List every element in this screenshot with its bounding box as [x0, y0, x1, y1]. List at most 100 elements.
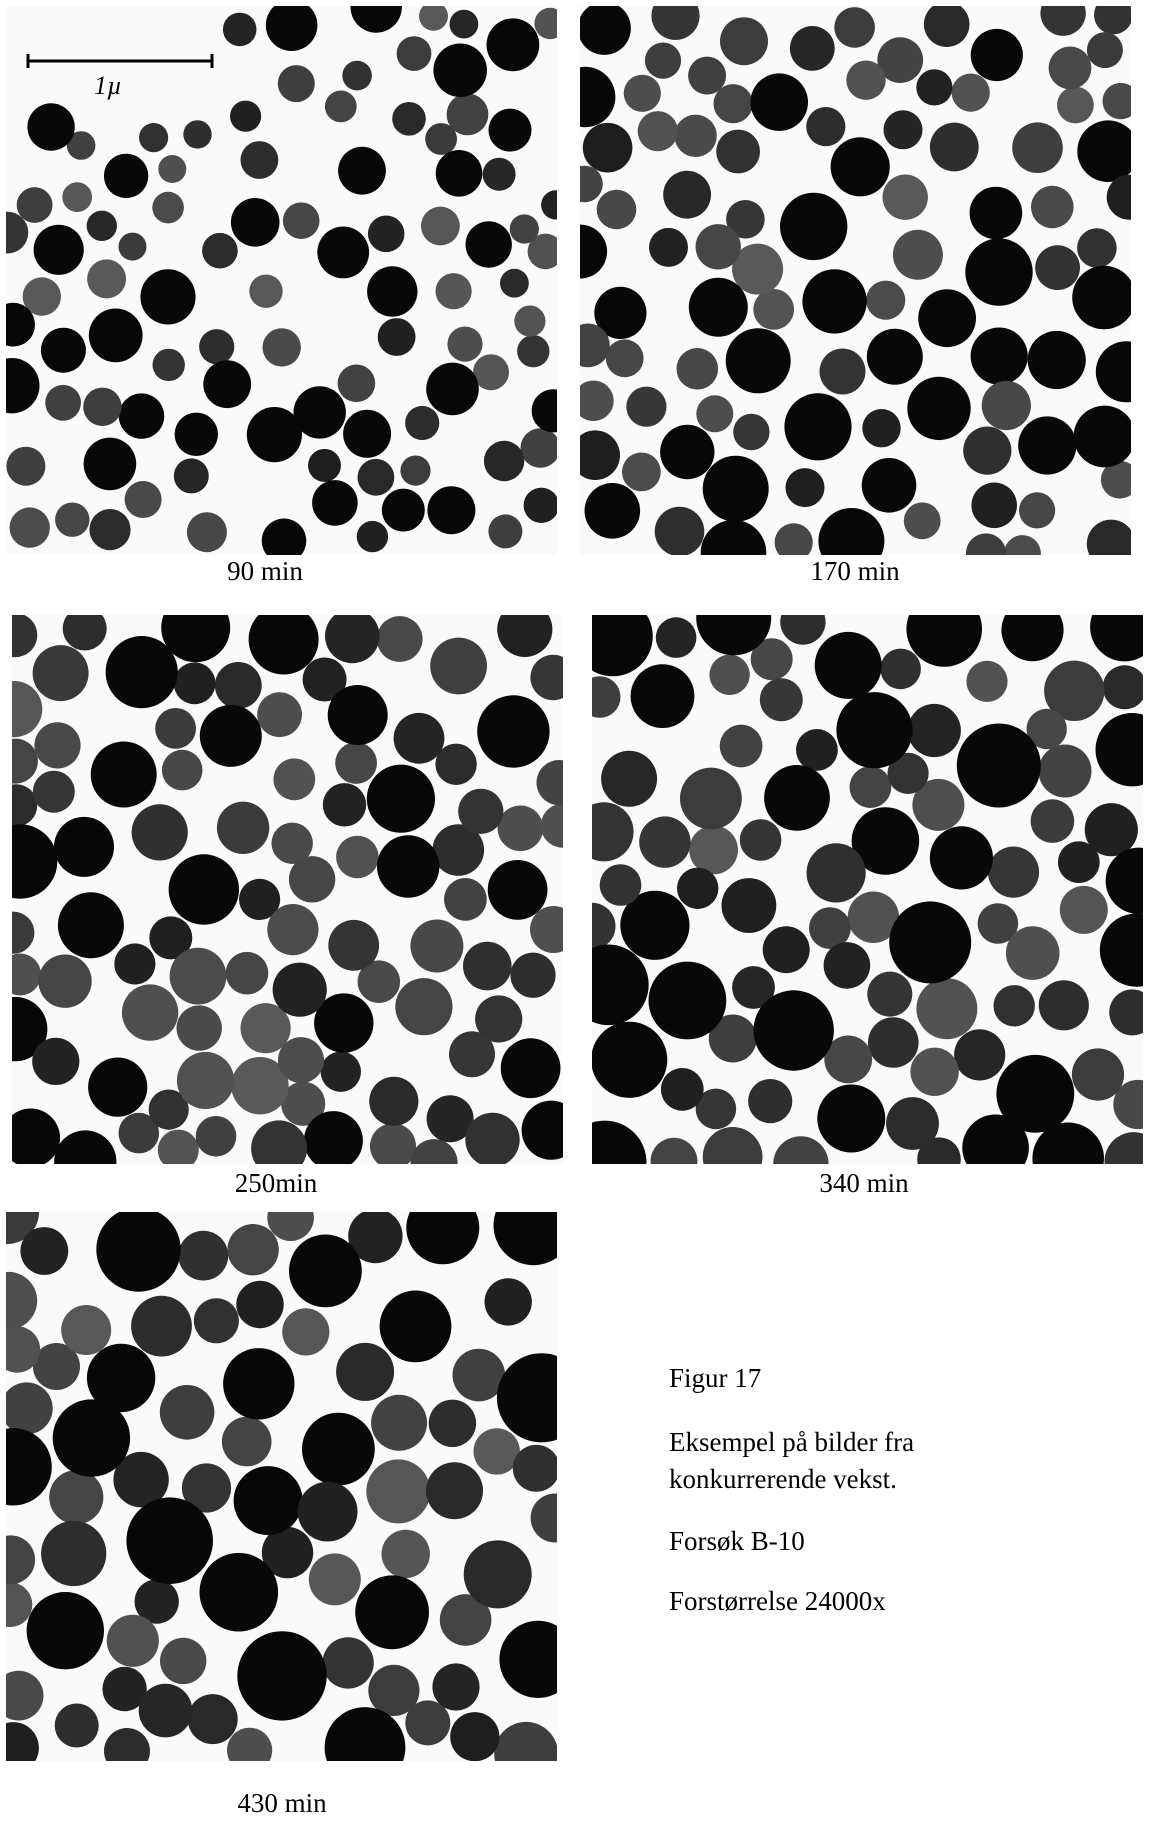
micrograph [580, 6, 1131, 555]
particle [200, 1553, 279, 1632]
particle [247, 407, 302, 462]
particle [367, 266, 417, 316]
particle [394, 713, 445, 764]
particle [87, 1344, 155, 1412]
particle [183, 120, 211, 148]
particle [257, 692, 302, 737]
micrograph [592, 615, 1143, 1164]
particle [649, 962, 727, 1040]
particle [592, 615, 653, 676]
particle [226, 952, 269, 995]
particle [488, 514, 522, 548]
particle [63, 615, 107, 651]
particle [336, 1343, 394, 1401]
particle [674, 115, 716, 157]
particle [677, 348, 719, 390]
particle [760, 678, 803, 721]
particle [160, 1385, 215, 1440]
particle [10, 507, 50, 547]
particle [580, 381, 614, 422]
particle [580, 67, 615, 127]
page: 1µ 90 min 170 min 250min 340 min 430 min… [0, 0, 1149, 1829]
figure-label: Figur 17 [669, 1360, 761, 1397]
particle [174, 458, 209, 493]
particle [328, 920, 379, 971]
particle [701, 520, 767, 555]
particle [866, 281, 905, 320]
particle [541, 190, 557, 219]
particle [450, 1712, 499, 1761]
particle [217, 802, 269, 854]
particle [34, 722, 80, 768]
particle [89, 509, 130, 550]
particle [580, 225, 607, 279]
particle [12, 739, 38, 784]
particle [862, 409, 900, 447]
particle [419, 6, 448, 31]
particle [429, 1400, 476, 1447]
particle [677, 868, 718, 909]
particle [450, 10, 479, 39]
particle [530, 655, 563, 700]
particle [764, 765, 830, 831]
particle [426, 1462, 483, 1519]
particle [62, 182, 92, 212]
particle [175, 413, 218, 456]
particle [994, 985, 1035, 1026]
particle [126, 1497, 213, 1584]
particle [601, 751, 657, 807]
figure-description: konkurrerende vekst. [669, 1461, 897, 1498]
particle [55, 1704, 99, 1748]
particle [283, 202, 320, 239]
particle [343, 410, 391, 458]
particle [199, 329, 234, 364]
particle [489, 109, 532, 152]
particle [119, 393, 164, 438]
caption: 340 min [819, 1168, 908, 1199]
particle [982, 381, 1031, 430]
particle [27, 103, 74, 150]
particle [158, 155, 186, 183]
particle [309, 1553, 361, 1605]
particle [585, 483, 641, 539]
particle [780, 615, 825, 645]
particle [267, 904, 318, 955]
particle [366, 1459, 430, 1523]
particle [893, 230, 943, 280]
particle [395, 978, 452, 1035]
particle [357, 521, 388, 552]
particle [499, 1621, 557, 1698]
particle [1077, 120, 1131, 182]
particle [689, 278, 748, 337]
particle [510, 953, 555, 998]
particle [532, 389, 557, 432]
particle [720, 725, 763, 768]
particle [302, 1413, 375, 1486]
particle [1001, 615, 1063, 661]
particle [807, 843, 866, 902]
particle [930, 826, 993, 889]
particle [371, 1395, 427, 1451]
particle [377, 616, 423, 662]
particle [645, 43, 681, 79]
particle [580, 430, 620, 480]
particle [122, 984, 178, 1040]
particle [447, 327, 482, 362]
particle [273, 758, 315, 800]
particle [223, 1348, 294, 1419]
particle [1074, 406, 1131, 468]
particle [444, 878, 487, 921]
particle [61, 1305, 111, 1355]
particle [87, 259, 126, 298]
particle [1049, 47, 1092, 90]
particle [194, 1298, 239, 1343]
particle [1006, 926, 1060, 980]
particle [867, 329, 923, 385]
particle [17, 187, 53, 223]
particle [1103, 83, 1132, 119]
particle [355, 1575, 429, 1649]
particle [622, 453, 661, 492]
particle [868, 1017, 919, 1068]
particle [802, 269, 866, 333]
particle [930, 123, 979, 172]
